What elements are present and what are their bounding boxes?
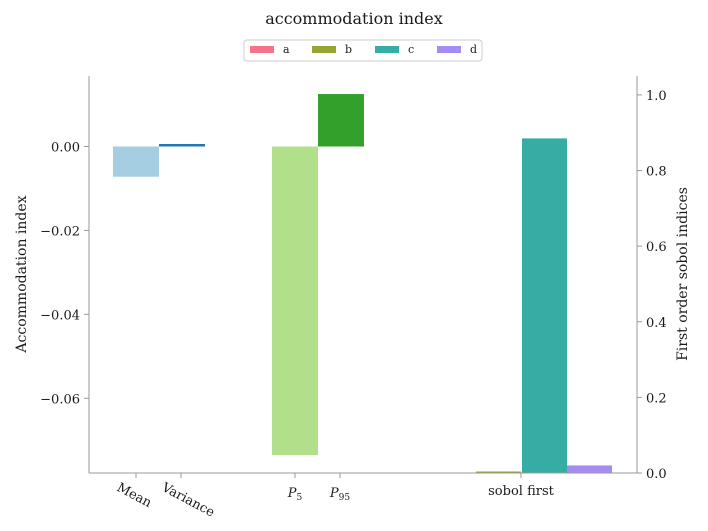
left-tick-label: −0.04: [40, 308, 80, 323]
axes: [88, 76, 638, 474]
legend-label-a: a: [283, 43, 290, 56]
sobol-bar-b: [476, 471, 521, 473]
legend-swatch-d: [437, 46, 461, 53]
bars: [113, 94, 612, 473]
x-tick-label: Variance: [158, 480, 217, 521]
right-tick-label: 0.2: [646, 391, 667, 406]
bar-p5: [272, 146, 318, 455]
left-axis-label: Accommodation index: [14, 195, 30, 353]
legend-label-d: d: [470, 43, 477, 56]
left-tick-label: 0.00: [51, 141, 80, 156]
right-axis-label: First order sobol indices: [675, 187, 691, 361]
x-tick-label: sobol first: [488, 484, 554, 499]
legend-swatch-c: [375, 46, 399, 53]
right-tick-label: 1.0: [646, 89, 667, 104]
right-tick-label: 0.0: [646, 467, 667, 482]
legend: a b c d: [243, 39, 483, 62]
left-tick-label: −0.06: [40, 392, 80, 407]
x-tick-label: P95: [329, 486, 350, 503]
legend-label-b: b: [345, 43, 352, 56]
chart-title: accommodation index: [265, 9, 443, 28]
legend-swatch-a: [250, 46, 274, 53]
right-tick-label: 0.6: [646, 240, 667, 255]
right-tick-label: 0.4: [646, 316, 667, 331]
legend-swatch-b: [312, 46, 336, 53]
legend-frame: [243, 39, 483, 62]
legend-label-c: c: [408, 43, 414, 56]
x-tick-label: P5: [287, 486, 303, 503]
x-ticks: Mean Variance P5 P95 sobol first: [114, 473, 555, 521]
sobol-bar-d: [567, 465, 612, 473]
bar-p95: [318, 94, 364, 147]
bar-mean: [113, 146, 159, 177]
right-ticks: 0.0 0.2 0.4 0.6 0.8 1.0: [637, 89, 667, 482]
x-tick-label: Mean: [114, 480, 154, 511]
right-tick-label: 0.8: [646, 165, 667, 180]
bar-variance: [159, 144, 205, 147]
sobol-bar-c: [522, 138, 567, 473]
left-tick-label: −0.02: [40, 224, 80, 239]
left-ticks: 0.00 −0.02 −0.04 −0.06: [40, 141, 89, 407]
